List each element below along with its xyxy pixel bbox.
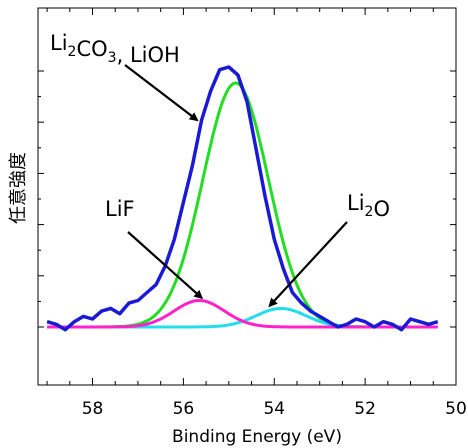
- x-tick-label: 56: [173, 399, 195, 419]
- annotation-layer: Li2CO3, LiOH LiF Li2O: [50, 31, 390, 308]
- y-axis-ticks: [38, 70, 456, 328]
- annotation-lif-label: LiF: [105, 197, 135, 221]
- x-tick-label: 58: [82, 399, 104, 419]
- series-layer: [46, 65, 439, 332]
- annotation-li2co3-lioh-arrow: [124, 64, 199, 122]
- annotation-li2o-arrow: [268, 221, 348, 308]
- plot-frame: [37, 7, 457, 386]
- x-tick-label: 54: [263, 399, 285, 419]
- annotation-li2o-label: Li2O: [347, 191, 390, 221]
- annotation-lif-arrow: [127, 231, 204, 300]
- x-axis-ticks: 58 56 54 52 50: [46, 8, 467, 419]
- x-tick-label: 50: [445, 399, 467, 419]
- y-axis-label: 任意強度: [8, 152, 29, 224]
- spectrum-line: [46, 65, 439, 332]
- x-axis-label: Binding Energy (eV): [172, 427, 342, 447]
- annotation-li2co3-lioh-label: Li2CO3, LiOH: [50, 31, 180, 67]
- x-tick-label: 52: [354, 399, 376, 419]
